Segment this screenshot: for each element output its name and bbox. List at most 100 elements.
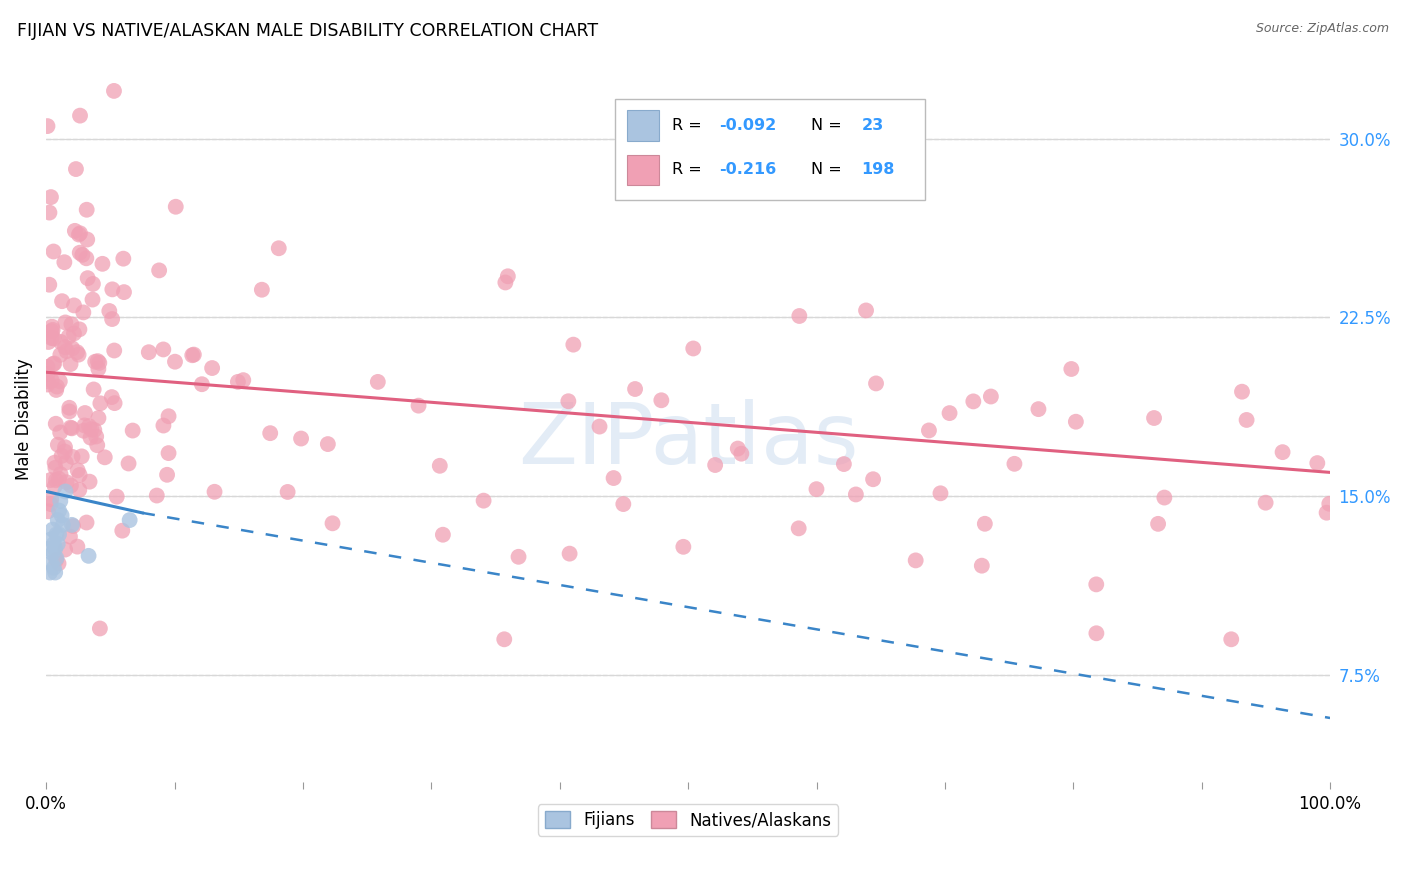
Point bbox=[79, 475, 101, 489]
Point bbox=[226, 375, 249, 389]
Point bbox=[1153, 491, 1175, 505]
Point bbox=[69, 467, 91, 482]
Point bbox=[73, 418, 96, 433]
Point bbox=[63, 224, 86, 238]
Point bbox=[602, 471, 624, 485]
Point bbox=[63, 298, 86, 312]
Point bbox=[53, 340, 76, 354]
Point bbox=[1254, 496, 1277, 510]
Point bbox=[94, 450, 117, 465]
Point bbox=[1317, 497, 1340, 511]
Point bbox=[204, 484, 226, 499]
Point bbox=[53, 255, 76, 269]
Point bbox=[112, 285, 135, 299]
Point bbox=[290, 432, 312, 446]
Point bbox=[980, 390, 1002, 404]
Point bbox=[789, 309, 811, 323]
Point bbox=[42, 331, 65, 345]
Point bbox=[77, 419, 100, 434]
Point bbox=[806, 482, 828, 496]
Point bbox=[730, 447, 752, 461]
Y-axis label: Male Disability: Male Disability bbox=[15, 358, 32, 480]
Point bbox=[1143, 411, 1166, 425]
Point bbox=[111, 524, 134, 538]
Point bbox=[87, 354, 110, 368]
Point bbox=[321, 516, 343, 531]
Point bbox=[152, 418, 174, 433]
Point bbox=[232, 373, 254, 387]
Point bbox=[316, 437, 339, 451]
Point bbox=[67, 348, 90, 362]
Point bbox=[44, 456, 66, 470]
Point bbox=[45, 383, 67, 397]
Point bbox=[59, 478, 82, 492]
Bar bbox=[627, 154, 659, 186]
Point bbox=[89, 356, 111, 370]
Point bbox=[83, 423, 105, 437]
Point bbox=[48, 557, 70, 571]
Point bbox=[962, 394, 984, 409]
Point bbox=[65, 162, 87, 177]
Point bbox=[51, 449, 73, 463]
Point bbox=[105, 490, 128, 504]
Point bbox=[163, 354, 186, 368]
Point bbox=[181, 348, 204, 362]
Text: 198: 198 bbox=[862, 162, 894, 178]
Point bbox=[91, 257, 114, 271]
Point bbox=[39, 190, 62, 204]
Point bbox=[49, 494, 72, 508]
Point bbox=[49, 334, 72, 349]
Point bbox=[39, 473, 62, 487]
Point bbox=[45, 527, 67, 541]
Point bbox=[157, 409, 180, 424]
Point bbox=[84, 355, 107, 369]
Point bbox=[53, 315, 76, 329]
Point bbox=[48, 472, 70, 486]
Point bbox=[72, 248, 94, 262]
Point bbox=[845, 487, 868, 501]
Point bbox=[46, 537, 69, 551]
Point bbox=[44, 566, 66, 580]
Point bbox=[727, 442, 749, 456]
Point bbox=[60, 342, 83, 356]
Point bbox=[704, 458, 727, 472]
Point bbox=[67, 227, 90, 242]
Point bbox=[80, 422, 103, 436]
Point bbox=[82, 293, 104, 307]
Point bbox=[60, 421, 83, 435]
Point bbox=[904, 553, 927, 567]
Point bbox=[277, 485, 299, 500]
Point bbox=[832, 457, 855, 471]
Point bbox=[58, 404, 80, 418]
Point bbox=[1236, 413, 1258, 427]
Point bbox=[165, 200, 187, 214]
Point bbox=[865, 376, 887, 391]
Point bbox=[84, 429, 107, 443]
Text: -0.216: -0.216 bbox=[720, 162, 776, 178]
Point bbox=[53, 440, 76, 454]
Point bbox=[72, 424, 94, 438]
Point bbox=[973, 516, 995, 531]
Point bbox=[62, 450, 84, 464]
Point bbox=[183, 348, 205, 362]
Point bbox=[67, 322, 90, 336]
Point bbox=[103, 343, 125, 358]
Text: -0.092: -0.092 bbox=[720, 119, 776, 133]
Point bbox=[86, 438, 108, 452]
Point bbox=[1060, 362, 1083, 376]
Point bbox=[53, 542, 76, 557]
Text: R =: R = bbox=[672, 119, 707, 133]
Point bbox=[45, 473, 67, 487]
Point bbox=[59, 420, 82, 434]
Point bbox=[41, 523, 63, 537]
Point bbox=[156, 467, 179, 482]
Text: 23: 23 bbox=[862, 119, 884, 133]
Text: R =: R = bbox=[672, 162, 707, 178]
Point bbox=[429, 458, 451, 473]
Point bbox=[37, 375, 59, 389]
Point bbox=[508, 549, 530, 564]
Point bbox=[58, 329, 80, 343]
Point bbox=[1028, 402, 1050, 417]
Point bbox=[250, 283, 273, 297]
Point bbox=[41, 546, 63, 560]
